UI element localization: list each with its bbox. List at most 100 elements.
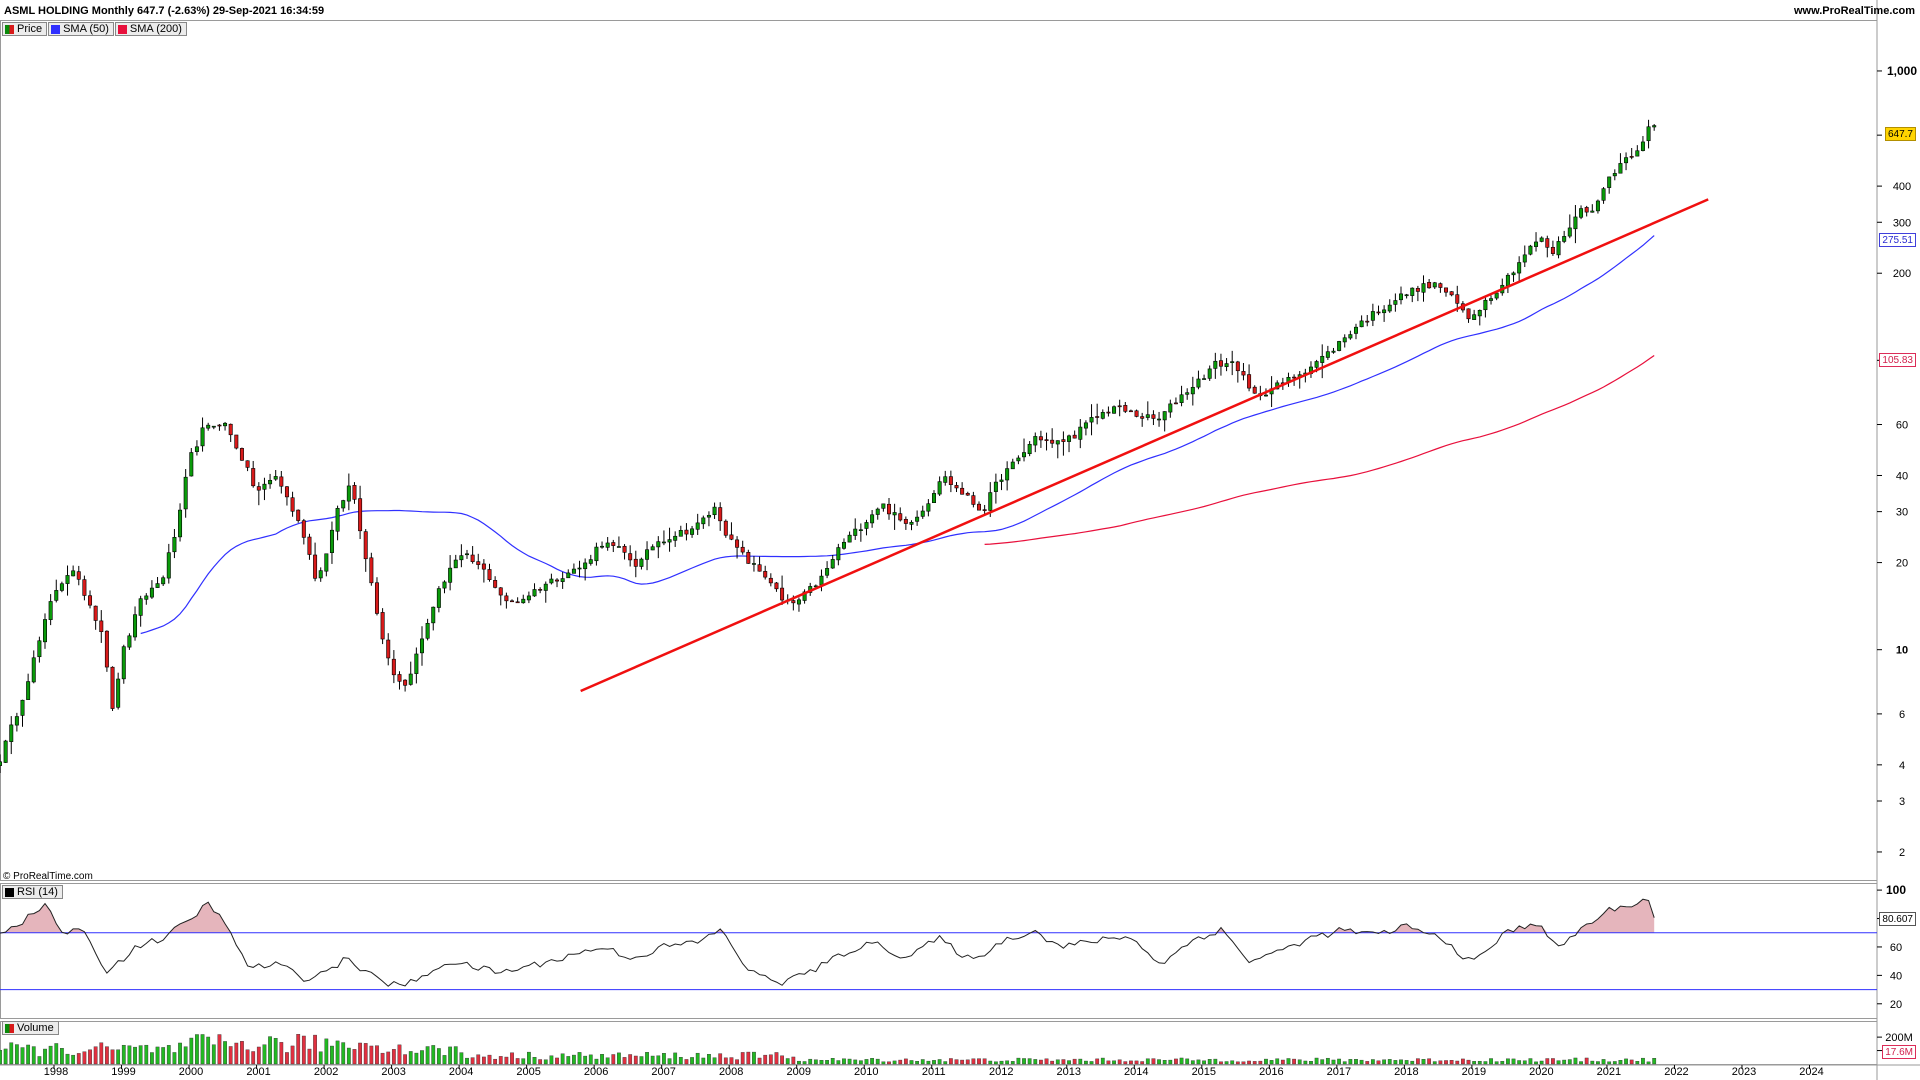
candle-body <box>1196 378 1201 388</box>
volume-bar <box>1461 1058 1465 1065</box>
candle-body <box>0 761 2 766</box>
volume-bar <box>830 1058 835 1065</box>
volume-bar <box>853 1059 858 1065</box>
candle-body <box>1618 163 1623 174</box>
candle-body <box>1089 417 1094 423</box>
x-tick-label: 2008 <box>719 1066 743 1078</box>
volume-panel-label[interactable]: Volume <box>2 1021 59 1035</box>
volume-bar <box>1185 1058 1190 1065</box>
price-swatch-icon <box>5 24 14 34</box>
candle-body <box>1595 200 1600 212</box>
candle-body <box>369 557 374 584</box>
volume-bar <box>1337 1058 1341 1065</box>
rsi-panel-label[interactable]: RSI (14) <box>2 885 63 899</box>
candle-body <box>419 638 424 654</box>
volume-bar <box>1522 1060 1527 1065</box>
candle-body <box>223 422 228 427</box>
volume-bar <box>1629 1059 1634 1065</box>
x-tick-label: 2001 <box>246 1066 270 1078</box>
volume-bar <box>802 1061 807 1065</box>
sma200-line-group <box>984 355 1655 545</box>
candle-body <box>3 740 8 763</box>
candle-body <box>515 601 520 604</box>
candle-body <box>228 423 233 436</box>
candle-body <box>1387 304 1392 312</box>
volume-bar <box>628 1054 633 1065</box>
legend-sma200[interactable]: SMA (200) <box>114 22 187 36</box>
legend-sma200-label: SMA (200) <box>129 23 182 35</box>
volume-bar <box>1427 1058 1432 1065</box>
candle-body <box>273 476 278 480</box>
support-trendline <box>580 198 1709 693</box>
candle-body <box>329 529 334 553</box>
volume-bar <box>847 1058 852 1065</box>
volume-bar <box>121 1044 126 1065</box>
volume-bar <box>251 1051 256 1065</box>
candle-body <box>397 674 402 682</box>
volume-bar <box>380 1052 385 1065</box>
volume-bar <box>1297 1059 1302 1065</box>
volume-bar <box>14 1044 19 1065</box>
sma50-value-tag: 275.51 <box>1879 233 1916 247</box>
candle-body <box>88 595 93 606</box>
candle-body <box>279 476 284 487</box>
candle-body <box>1567 227 1572 237</box>
candle-body <box>1399 293 1403 301</box>
candle-body <box>1421 283 1426 293</box>
volume-bar <box>268 1036 272 1065</box>
candle-body <box>1117 405 1122 408</box>
x-tick-label: 2016 <box>1259 1066 1283 1078</box>
volume-bar <box>330 1045 334 1065</box>
volume-bar <box>470 1057 475 1065</box>
volume-bar <box>1269 1060 1274 1065</box>
candle-body <box>1348 334 1353 339</box>
x-tick-label: 2011 <box>922 1066 946 1078</box>
candle-body <box>161 577 166 585</box>
volume-bar <box>1151 1058 1156 1065</box>
legend-sma50[interactable]: SMA (50) <box>48 22 114 36</box>
x-tick-label: 2007 <box>651 1066 675 1078</box>
candle-body <box>1123 405 1128 412</box>
volume-bar <box>1359 1059 1364 1065</box>
candle-body <box>1517 262 1522 274</box>
volume-bar <box>1393 1060 1398 1065</box>
y-tick-label: 400 <box>1893 181 1911 193</box>
volume-bar <box>1567 1059 1572 1065</box>
rsi-panel: 10080604020 <box>0 883 1906 1011</box>
legend-price-label: Price <box>17 23 43 35</box>
volume-bar <box>836 1060 841 1065</box>
volume-bar <box>864 1059 869 1065</box>
volume-bar <box>1325 1057 1330 1065</box>
volume-bar <box>200 1034 205 1065</box>
candle-body <box>1005 468 1010 481</box>
volume-bar <box>690 1057 694 1065</box>
volume-panel: 200M100M <box>0 1032 1913 1065</box>
volume-swatch-icon <box>5 1023 14 1033</box>
volume-bar <box>408 1051 413 1065</box>
candle-body <box>1061 439 1066 442</box>
volume-bar <box>667 1058 672 1065</box>
volume-bar <box>1309 1061 1313 1065</box>
site-link[interactable]: www.ProRealTime.com <box>1793 5 1915 17</box>
candle-body <box>442 581 447 589</box>
candle-body <box>886 503 891 515</box>
legend-price[interactable]: Price <box>2 22 48 36</box>
y-axis: 1,00060040030020010060403020106432 <box>1877 64 1917 859</box>
volume-bar <box>1370 1059 1375 1065</box>
volume-bar <box>1517 1060 1522 1065</box>
volume-bar <box>1179 1057 1184 1065</box>
volume-bar <box>1168 1059 1173 1065</box>
candle-body <box>9 724 14 742</box>
y-tick-label: 3 <box>1899 796 1905 808</box>
candle-body <box>1393 300 1398 305</box>
volume-bar <box>1415 1058 1420 1065</box>
candle-body <box>358 498 363 532</box>
volume-bar <box>1050 1060 1055 1065</box>
volume-bar <box>791 1056 796 1065</box>
candle-body <box>695 522 700 530</box>
candle-body <box>465 553 469 556</box>
volume-bar <box>195 1034 199 1065</box>
candle-body <box>498 587 503 596</box>
volume-bar <box>1421 1059 1426 1065</box>
volume-bar <box>144 1044 149 1065</box>
